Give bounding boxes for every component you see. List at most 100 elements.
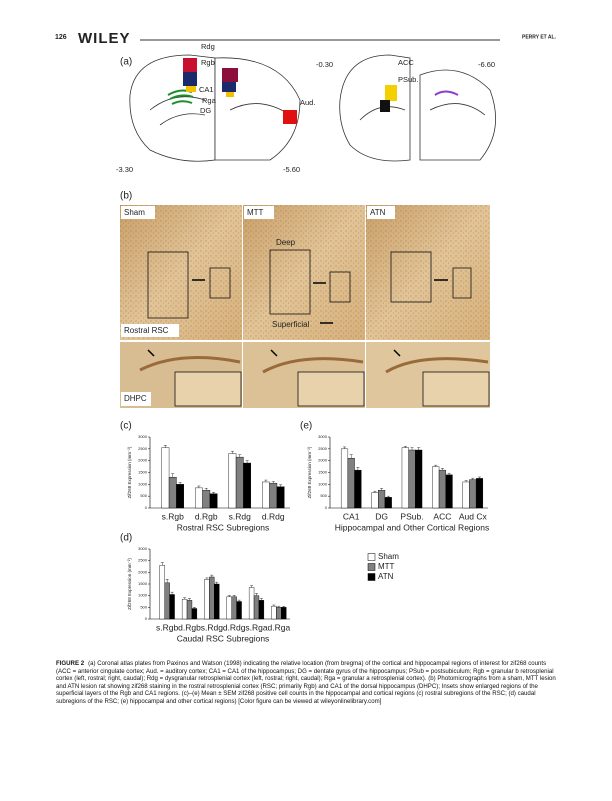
region-rdg	[183, 58, 197, 72]
bar	[248, 587, 255, 620]
bar	[204, 579, 210, 620]
bar	[340, 448, 349, 509]
bar	[191, 608, 198, 620]
error-bar	[464, 480, 468, 482]
photo-labels: Sham MTT ATN Rostral RSC DHPC Deep Super…	[121, 206, 395, 406]
bar	[415, 449, 423, 509]
error-bar	[188, 598, 191, 601]
insets	[147, 249, 490, 407]
atlas-labels: Rdg Rgb CA1 Rga DG ACC PSub. Aud. -3.30 …	[116, 42, 495, 174]
bar	[214, 583, 220, 620]
error-bar	[245, 460, 249, 464]
region-rdg	[222, 68, 238, 82]
x-tick-label: s.Rgb	[162, 511, 184, 521]
bar	[194, 487, 203, 509]
inset	[452, 267, 472, 299]
bar-chart: (e) 0 500 1000 1500 2000 2500 3000 Zif268 Expres…	[300, 421, 489, 533]
region-label: ACC	[398, 58, 414, 67]
y-tick-label: 2500	[138, 558, 148, 563]
error-bar	[215, 581, 219, 584]
region-rga	[186, 86, 196, 92]
x-tick-label: s.Rdg	[201, 622, 223, 632]
y-tick-label: 1500	[138, 581, 148, 586]
bar	[176, 484, 185, 509]
region-psub	[385, 85, 397, 101]
bar	[371, 492, 379, 509]
panel-label: (e)	[300, 421, 312, 432]
bar	[186, 600, 193, 620]
error-bar	[356, 467, 360, 471]
y-tick-label: 2000	[318, 458, 328, 463]
x-tick-label: d.Rdg	[223, 622, 246, 632]
legend-swatch	[367, 553, 376, 561]
page-number: 126	[55, 34, 67, 41]
bar	[209, 576, 215, 620]
x-axis-label: Hippocampal and Other Cortical Regions	[335, 522, 490, 532]
y-axis-label: Zif268 Expression (mm⁻²)	[127, 558, 132, 610]
y-tick-label: 1000	[138, 593, 148, 598]
bar	[347, 458, 355, 509]
bar	[235, 456, 244, 509]
error-bar	[434, 464, 438, 467]
y-axis-label: Zif268 Expression (mm⁻²)	[307, 446, 312, 498]
x-tick-label: d.Rgb	[195, 511, 218, 521]
bar	[408, 449, 416, 509]
bar	[281, 607, 287, 620]
legend-swatch	[367, 563, 376, 571]
layer-label: Deep	[276, 238, 296, 247]
inset	[174, 371, 242, 407]
bar	[169, 594, 175, 620]
error-bar	[271, 481, 275, 484]
publisher: WILEY	[78, 30, 131, 47]
x-axis-label: Rostral RSC Subregions	[177, 522, 270, 532]
panel-label: (d)	[120, 533, 132, 544]
x-tick-label: PSub.	[400, 511, 423, 521]
error-bar	[349, 454, 353, 459]
x-tick-label: CA1	[343, 511, 360, 521]
error-bar	[197, 485, 201, 488]
atlas-section	[339, 54, 411, 162]
group-label: ATN	[370, 208, 386, 217]
bar-chart: (d) 0 500 1000 1500 2000 2500 3000 Zif268 Expres…	[120, 533, 399, 644]
bar	[228, 453, 237, 509]
arrow	[393, 349, 401, 357]
bar	[269, 482, 278, 509]
arrow	[270, 349, 278, 357]
y-tick-label: 1500	[318, 470, 328, 475]
panel-label: (a)	[120, 57, 132, 68]
y-tick-label: 3000	[318, 434, 328, 439]
error-bar	[238, 454, 242, 458]
error-bar	[403, 446, 407, 448]
bregma-label: -3.30	[116, 165, 133, 174]
error-bar	[237, 599, 241, 602]
bar	[445, 474, 453, 509]
region-dg	[171, 100, 193, 105]
region-rga	[226, 92, 234, 97]
x-axis-label: Caudal RSC Subregions	[177, 633, 270, 643]
inset	[147, 251, 189, 319]
inset	[390, 251, 432, 303]
row-label: Rostral RSC	[124, 326, 169, 335]
bar	[384, 497, 392, 509]
error-bar	[227, 595, 231, 597]
error-bar	[230, 451, 234, 454]
bar	[261, 481, 270, 509]
error-bar	[279, 484, 283, 487]
error-bar	[471, 477, 475, 480]
error-bar	[264, 479, 268, 482]
y-tick-label: 2000	[138, 458, 148, 463]
bar	[168, 477, 177, 509]
bar	[258, 600, 265, 620]
row-label: DHPC	[124, 394, 147, 403]
x-tick-label: s.Rga	[245, 622, 267, 632]
error-bar	[272, 604, 276, 607]
bar	[271, 605, 277, 620]
bar	[469, 479, 477, 509]
bar	[202, 490, 211, 509]
x-tick-label: s.Rdg	[229, 511, 251, 521]
bregma-label: -0.30	[316, 60, 333, 69]
x-tick-label: d.Rgb	[178, 622, 201, 632]
legend-swatch	[367, 573, 376, 581]
bar	[181, 598, 188, 620]
